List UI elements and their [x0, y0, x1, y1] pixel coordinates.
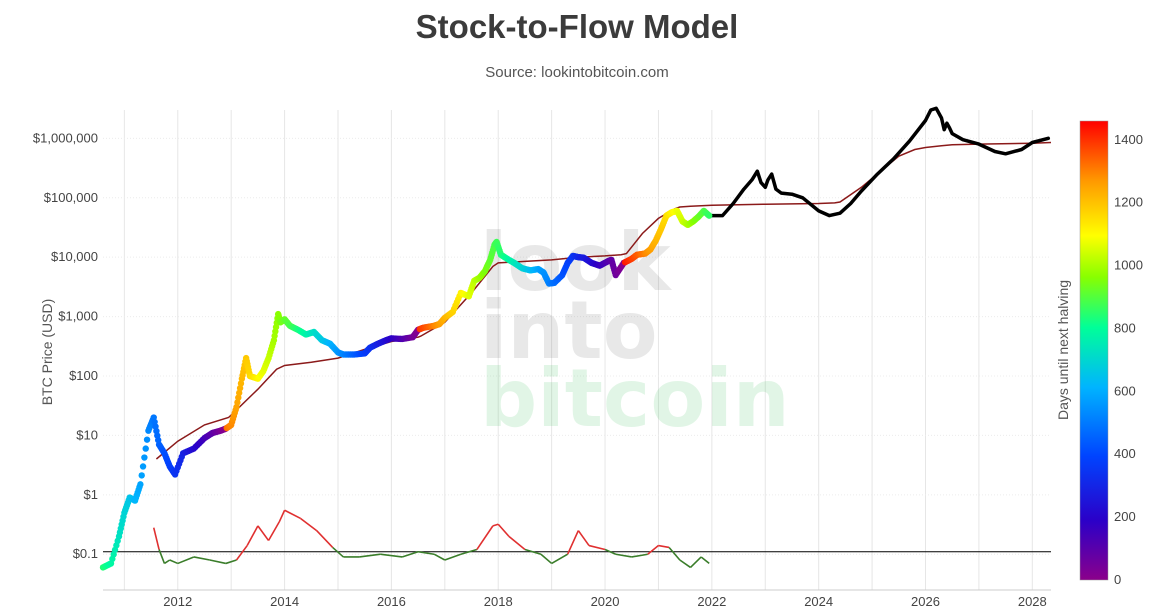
x-tick-label: 2014 [270, 594, 299, 609]
y-tick-label: $1,000,000 [33, 130, 98, 145]
ratio-segment [444, 553, 462, 561]
price-point [235, 394, 242, 401]
ratio-segment [647, 544, 659, 555]
colorbar-tick-label: 1400 [1114, 132, 1143, 147]
x-tick-labels: 2012 2014 2016 2018 2020 2022 2024 2026 2028 [163, 594, 1046, 609]
ratio-segment [631, 553, 648, 558]
price-point [705, 212, 713, 219]
projection-line [710, 106, 1051, 218]
ratio-segment [658, 544, 670, 549]
colorbar-tick-label: 0 [1114, 572, 1121, 587]
ratio-segment [497, 523, 510, 537]
ratio-segment [615, 553, 632, 558]
ratio-segment [588, 544, 606, 551]
x-tick-label: 2020 [591, 594, 620, 609]
price-point [138, 472, 145, 479]
ratio-segment [700, 556, 710, 565]
ratio-segment [332, 546, 344, 558]
colorbar-tick-label: 200 [1114, 509, 1136, 524]
chart-title: Stock-to-Flow Model [415, 8, 739, 45]
x-tick-label: 2018 [484, 594, 513, 609]
price-point [141, 454, 148, 461]
x-tick-label: 2016 [377, 594, 406, 609]
ratio-segment [577, 530, 590, 547]
ratio-segment [679, 559, 691, 569]
ratio-segment [267, 521, 280, 541]
x-tick-label: 2028 [1018, 594, 1047, 609]
ratio-segment [225, 559, 237, 565]
price-point [143, 436, 151, 443]
x-tick-label: 2022 [697, 594, 726, 609]
ratio-segment [158, 549, 166, 564]
y-tick-label: $100 [69, 368, 98, 383]
y-tick-label: $10,000 [51, 249, 98, 264]
ratio-segment [476, 525, 494, 550]
price-point [142, 445, 149, 452]
ratio-segment [508, 535, 526, 551]
price-point [139, 463, 147, 470]
ratio-segment [257, 525, 270, 542]
x-tick-label: 2026 [911, 594, 940, 609]
y-tick-labels: $0.1 $1 $10 $100 $1,000 $10,000 $100,000 $1,000… [33, 130, 98, 561]
price-point [235, 389, 243, 397]
y-tick-label: $10 [76, 427, 98, 442]
price-point [236, 384, 244, 392]
x-tick-label: 2012 [163, 594, 192, 609]
ratio-segment [417, 550, 435, 556]
ratio-segment [163, 559, 171, 565]
ratio-segment [433, 553, 446, 561]
ratio-segment [278, 509, 286, 523]
ratio-segment [401, 551, 419, 558]
ratio-segment [551, 553, 569, 565]
colorbar-tick-label: 600 [1114, 383, 1136, 398]
y-tick-label: $1 [84, 487, 98, 502]
ratio-segment [359, 553, 381, 558]
price-point [137, 481, 144, 488]
x-tick-label: 2024 [804, 594, 833, 609]
colorbar-tick-label: 1200 [1114, 195, 1143, 210]
ratio-segment [284, 509, 301, 520]
y-axis-title: BTC Price (USD) [39, 299, 55, 406]
y-tick-label: $100,000 [44, 190, 98, 205]
chart-marks [99, 106, 1052, 571]
ratio-segment [300, 517, 318, 532]
ratio-segment [316, 530, 334, 549]
ratio-segment [668, 546, 681, 561]
y-tick-label: $0.1 [73, 546, 98, 561]
watermark-text: into [480, 284, 658, 377]
watermark-text: bitcoin [480, 352, 790, 445]
y-tick-label: $1,000 [58, 309, 98, 324]
chart-subtitle: Source: lookintobitcoin.com [485, 64, 669, 81]
ratio-segment [492, 523, 499, 527]
ratio-segment [169, 559, 179, 565]
ratio-segment [689, 556, 702, 568]
ratio-segment [177, 556, 195, 565]
watermark: lookintobitcoin [480, 216, 790, 445]
ratio-segment [152, 527, 160, 550]
ratio-segment [380, 553, 403, 558]
ratio-segment [540, 553, 553, 565]
price-point [234, 399, 241, 406]
ratio-segment [209, 559, 227, 565]
colorbar-tick-label: 1000 [1114, 258, 1143, 273]
ratio-segment [604, 548, 617, 555]
price-point [237, 380, 245, 387]
colorbar-gradient [1079, 120, 1109, 581]
price-point [233, 403, 240, 411]
colorbar: 0 200 400 600 800 1000 1200 1400 [1079, 120, 1143, 587]
ratio-segment [460, 548, 478, 555]
ratio-segment [566, 530, 580, 555]
ratio-segment [235, 545, 248, 561]
ratio-segment [193, 556, 210, 561]
ratio-segment [524, 548, 542, 555]
colorbar-title: Days until next halving [1055, 280, 1071, 420]
colorbar-tick-label: 800 [1114, 320, 1136, 335]
ratio-segment [246, 525, 259, 546]
colorbar-tick-label: 400 [1114, 446, 1136, 461]
